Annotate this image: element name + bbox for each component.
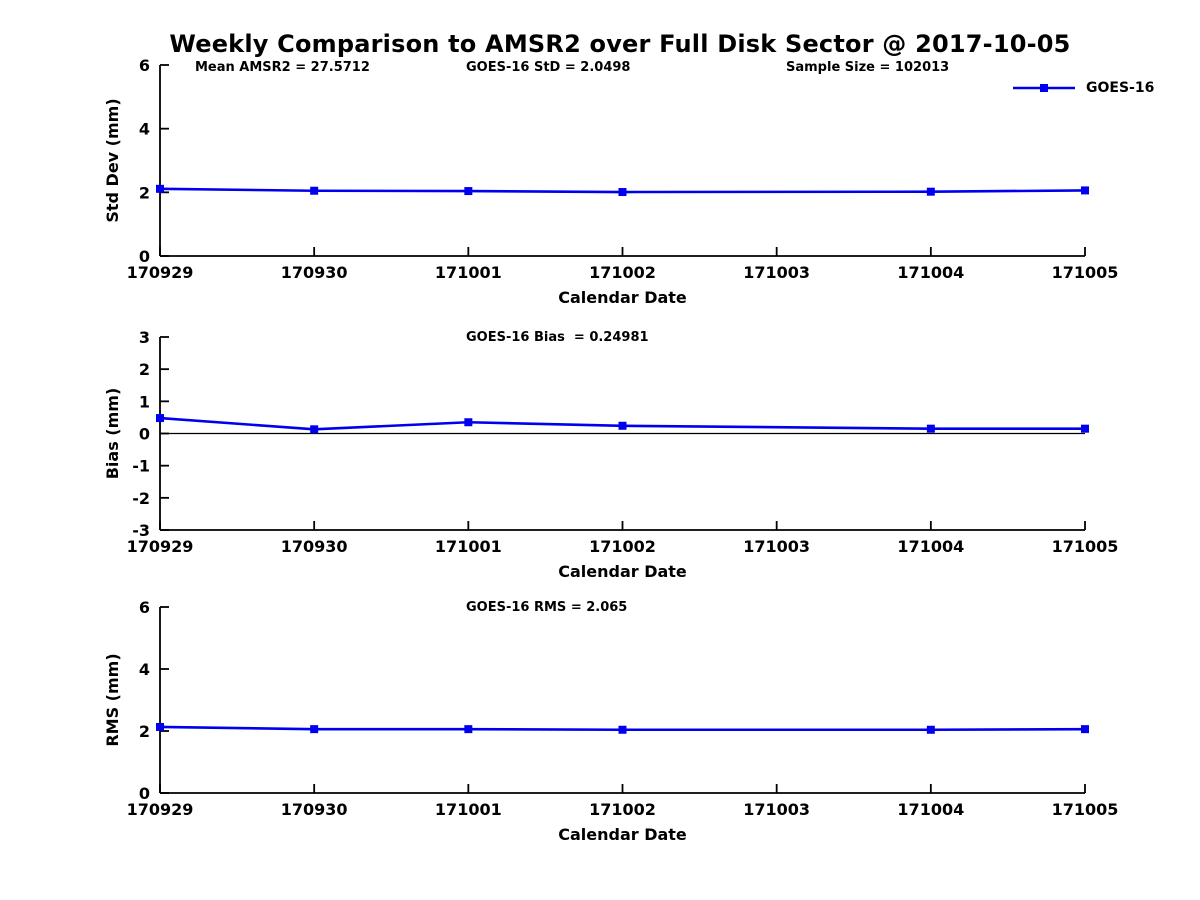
x-tick-label: 171005 <box>1052 537 1119 556</box>
y-tick-label: 3 <box>139 328 150 347</box>
annotation-mean-amsr2: Mean AMSR2 = 27.5712 <box>195 60 370 75</box>
x-tick-label: 171001 <box>435 263 502 282</box>
series-line-goes-16 <box>159 416 1085 431</box>
x-tick-label: 171003 <box>743 537 810 556</box>
x-tick-label: 171003 <box>743 263 810 282</box>
data-point-marker <box>156 414 164 423</box>
data-point-marker <box>464 418 473 427</box>
x-tick-label: 171005 <box>1052 263 1119 282</box>
y-tick-label: 2 <box>139 360 150 379</box>
x-tick-label: 171004 <box>897 800 964 819</box>
x-tick-label: 171002 <box>589 263 656 282</box>
y-tick-label: 1 <box>139 392 150 411</box>
annotation-goes16-rms: GOES-16 RMS = 2.065 <box>466 600 628 615</box>
series-line-goes-16 <box>159 187 1086 194</box>
data-point-marker <box>156 722 164 731</box>
y-tick-label: -3 <box>132 521 150 540</box>
y-tick-label: 0 <box>139 247 150 266</box>
x-axis-label: Calendar Date <box>558 825 687 844</box>
y-tick-label: 6 <box>139 56 150 75</box>
annotation-goes16-std: GOES-16 StD = 2.0498 <box>466 60 631 75</box>
legend-square-marker <box>1040 84 1048 92</box>
x-tick-label: 171002 <box>589 800 656 819</box>
annotation-sample-size: Sample Size = 102013 <box>786 60 950 75</box>
x-tick-label: 171002 <box>589 537 656 556</box>
data-point-marker <box>926 187 935 196</box>
legend: GOES-16 <box>1012 80 1154 96</box>
y-tick-label: 4 <box>139 120 150 139</box>
series-line-goes-16 <box>159 725 1086 732</box>
y-tick-label: 0 <box>139 425 150 444</box>
x-tick-label: 170929 <box>127 263 194 282</box>
data-point-marker <box>310 186 319 195</box>
x-tick-label: 171003 <box>743 800 810 819</box>
data-point-marker <box>1081 725 1089 734</box>
figure-title: Weekly Comparison to AMSR2 over Full Dis… <box>169 30 1071 58</box>
x-tick-label: 171005 <box>1052 800 1119 819</box>
annotation-goes16-bias: GOES-16 Bias = 0.24981 <box>466 330 649 345</box>
data-point-marker <box>310 725 319 734</box>
y-tick-label: 4 <box>139 660 150 679</box>
x-tick-label: 170930 <box>281 800 348 819</box>
y-tick-label: -2 <box>132 489 150 508</box>
x-axis-label: Calendar Date <box>558 288 687 307</box>
y-axis-label: RMS (mm) <box>103 653 122 746</box>
data-point-marker <box>618 725 627 734</box>
data-point-marker <box>1081 424 1089 433</box>
x-tick-label: 170930 <box>281 537 348 556</box>
x-tick-label: 171001 <box>435 537 502 556</box>
y-tick-label: 2 <box>139 722 150 741</box>
y-axis-label: Bias (mm) <box>103 388 122 480</box>
x-tick-label: 171004 <box>897 537 964 556</box>
data-point-marker <box>156 184 164 193</box>
data-point-marker <box>926 424 935 433</box>
data-point-marker <box>310 425 319 434</box>
y-tick-label: 2 <box>139 183 150 202</box>
data-point-marker <box>926 725 935 734</box>
x-tick-label: 171004 <box>897 263 964 282</box>
data-point-marker <box>1081 186 1089 195</box>
legend-label: GOES-16 <box>1086 80 1155 96</box>
x-tick-label: 170929 <box>127 800 194 819</box>
data-point-marker <box>618 188 627 197</box>
data-point-marker <box>464 725 473 734</box>
x-tick-label: 170929 <box>127 537 194 556</box>
y-tick-label: 6 <box>139 598 150 617</box>
y-tick-label: 0 <box>139 784 150 803</box>
legend-marker-line <box>1013 84 1075 92</box>
x-axis-label: Calendar Date <box>558 562 687 581</box>
x-tick-label: 170930 <box>281 263 348 282</box>
data-point-marker <box>618 421 627 430</box>
data-point-marker <box>464 187 473 196</box>
y-axis-label: Std Dev (mm) <box>103 98 122 222</box>
y-tick-label: -1 <box>132 457 150 476</box>
x-tick-label: 171001 <box>435 800 502 819</box>
